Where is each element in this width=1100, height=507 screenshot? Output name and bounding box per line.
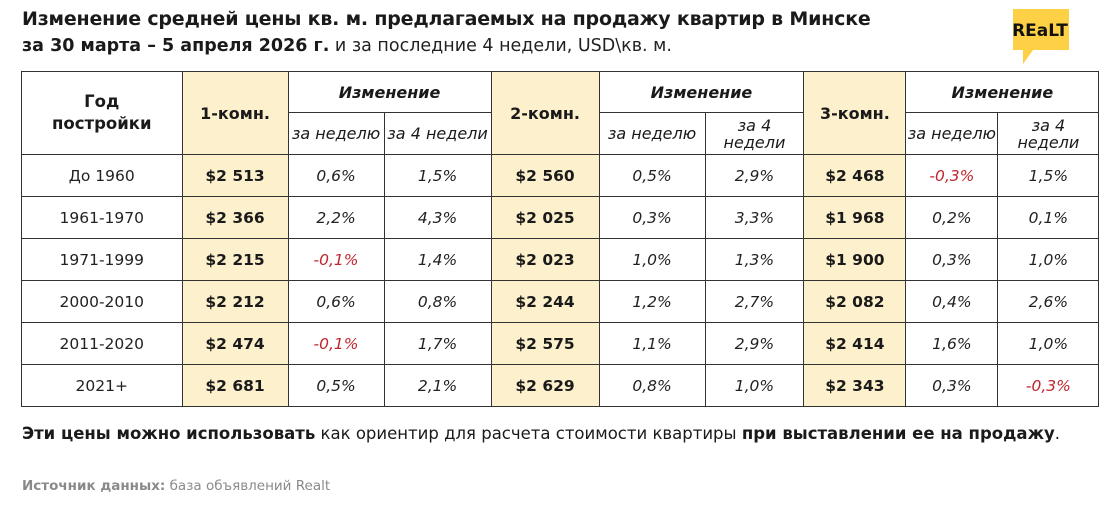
change-week-2room: 1,1% [598,322,706,365]
note-middle: как ориентир для расчета стоимости кварт… [315,424,742,443]
year-cell: 2000-2010 [21,280,183,323]
change-4weeks-2room: 3,3% [704,196,805,239]
price-1room: $2 681 [181,364,289,407]
price-1room: $2 474 [181,322,289,365]
change-4weeks-2room: 1,3% [704,238,805,281]
year-cell: 1961-1970 [21,196,183,239]
header-2room: 2-комн. [490,71,600,155]
change-4weeks-2room: 2,9% [704,322,805,365]
price-2room: $2 560 [490,154,600,197]
header-week-3room: за неделю [905,112,999,155]
change-4weeks-3room: 1,5% [997,154,1100,197]
header-week-2room: за неделю [598,112,706,155]
subtitle-period: за 30 марта – 5 апреля 2026 г. [22,36,330,56]
price-3room: $2 343 [803,364,907,407]
change-week-1room: 0,6% [287,280,385,323]
price-2room: $2 025 [490,196,600,239]
change-4weeks-1room: 4,3% [383,196,492,239]
change-week-2room: 0,5% [598,154,706,197]
change-week-3room: -0,3% [905,154,999,197]
change-week-2room: 1,0% [598,238,706,281]
change-week-1room: -0,1% [287,238,385,281]
change-4weeks-1room: 1,4% [383,238,492,281]
price-1room: $2 212 [181,280,289,323]
header-4weeks-1room: за 4 недели [383,112,492,155]
price-1room: $2 513 [181,154,289,197]
price-3room: $2 414 [803,322,907,365]
header-change-1room: Изменение [287,71,492,113]
header-change-2room: Изменение [598,71,805,113]
source-value: база объявлений Realt [165,478,331,494]
header-change-3room: Изменение [905,71,1100,113]
year-cell: До 1960 [21,154,183,197]
change-week-3room: 0,3% [905,364,999,407]
price-1room: $2 366 [181,196,289,239]
change-week-1room: 2,2% [287,196,385,239]
year-cell: 1971-1999 [21,238,183,281]
realt-logo-icon: REaLT [1012,9,1069,64]
change-week-2room: 0,8% [598,364,706,407]
note-bold-end: при выставлении ее на продажу [741,424,1055,443]
change-4weeks-3room: 0,1% [997,196,1100,239]
change-4weeks-1room: 1,5% [383,154,492,197]
change-week-1room: -0,1% [287,322,385,365]
change-week-3room: 0,2% [905,196,999,239]
page-subtitle: за 30 марта – 5 апреля 2026 г. и за посл… [22,33,672,59]
change-week-2room: 1,2% [598,280,706,323]
note-period: . [1054,424,1060,443]
svg-text:REaLT: REaLT [1012,21,1068,41]
change-week-1room: 0,6% [287,154,385,197]
usage-note: Эти цены можно использовать как ориентир… [22,422,1082,446]
table-row: 1961-1970 $2 366 2,2% 4,3% $2 025 0,3% 3… [21,196,1100,239]
table-row: 1971-1999 $2 215 -0,1% 1,4% $2 023 1,0% … [21,238,1100,281]
table-row: 2000-2010 $2 212 0,6% 0,8% $2 244 1,2% 2… [21,280,1100,323]
header-year: Год постройки [21,71,183,155]
price-1room: $2 215 [181,238,289,281]
change-week-1room: 0,5% [287,364,385,407]
price-table: Год постройки 1-комн. Изменение 2-комн. … [21,71,1100,407]
year-cell: 2011-2020 [21,322,183,365]
change-week-2room: 0,3% [598,196,706,239]
change-4weeks-2room: 2,7% [704,280,805,323]
header-1room: 1-комн. [181,71,289,155]
header-week-1room: за неделю [287,112,385,155]
change-4weeks-3room: -0,3% [997,364,1100,407]
price-2room: $2 023 [490,238,600,281]
change-week-3room: 1,6% [905,322,999,365]
price-2room: $2 575 [490,322,600,365]
price-3room: $1 968 [803,196,907,239]
price-2room: $2 244 [490,280,600,323]
change-4weeks-3room: 1,0% [997,322,1100,365]
source-label: Источник данных: [22,478,166,494]
change-4weeks-3room: 2,6% [997,280,1100,323]
table-row: 2021+ $2 681 0,5% 2,1% $2 629 0,8% 1,0% … [21,364,1100,407]
header-4weeks-3room: за 4 недели [997,112,1100,155]
data-source: Источник данных: база объявлений Realt [22,478,330,494]
header-4weeks-2room: за 4 недели [704,112,805,155]
change-4weeks-3room: 1,0% [997,238,1100,281]
page-title: Изменение средней цены кв. м. предлагаем… [22,8,871,30]
change-4weeks-1room: 0,8% [383,280,492,323]
price-3room: $1 900 [803,238,907,281]
price-3room: $2 468 [803,154,907,197]
note-bold-start: Эти цены можно использовать [22,424,316,443]
year-cell: 2021+ [21,364,183,407]
table-row: До 1960 $2 513 0,6% 1,5% $2 560 0,5% 2,9… [21,154,1100,197]
change-4weeks-2room: 1,0% [704,364,805,407]
header-3room: 3-комн. [803,71,907,155]
change-4weeks-1room: 1,7% [383,322,492,365]
change-week-3room: 0,3% [905,238,999,281]
price-2room: $2 629 [490,364,600,407]
price-3room: $2 082 [803,280,907,323]
subtitle-units: и за последние 4 недели, USD\кв. м. [329,36,672,56]
change-4weeks-2room: 2,9% [704,154,805,197]
change-week-3room: 0,4% [905,280,999,323]
change-4weeks-1room: 2,1% [383,364,492,407]
table-row: 2011-2020 $2 474 -0,1% 1,7% $2 575 1,1% … [21,322,1100,365]
